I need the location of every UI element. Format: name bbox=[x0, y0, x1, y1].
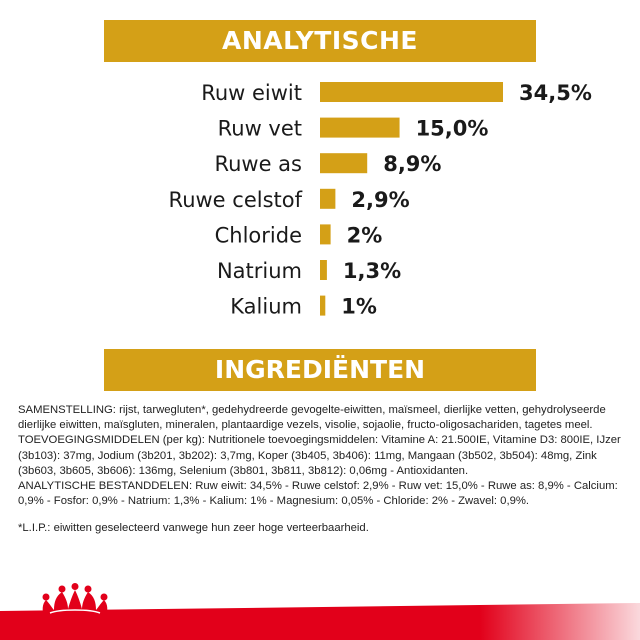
value-label-ruwe-as: 8,9% bbox=[383, 152, 441, 176]
value-label-ruw-vet: 15,0% bbox=[416, 117, 489, 141]
value-label-natrium: 1,3% bbox=[343, 259, 401, 283]
footer-red-bar bbox=[0, 603, 640, 640]
category-label-kalium: Kalium bbox=[230, 295, 302, 319]
footnote-text: *L.I.P.: eiwitten geselecteerd vanwege h… bbox=[18, 522, 369, 535]
analytics-section-title: ANALYTISCHE BESTANDDELEN bbox=[104, 20, 536, 97]
category-label-ruwe-as: Ruwe as bbox=[214, 152, 302, 176]
value-label-ruwe-celstof: 2,9% bbox=[351, 188, 409, 212]
bar-natrium bbox=[320, 260, 327, 280]
nutrient-bar-chart: Ruw eiwit 34,5% Ruw vet 15,0% Ruwe as 8,9% Ruw… bbox=[169, 81, 592, 319]
additives-text: TOEVOEGINGSMIDDELEN (per kg): Nutritione… bbox=[18, 434, 621, 477]
category-label-natrium: Natrium bbox=[217, 259, 302, 283]
bar-ruwe-celstof bbox=[320, 188, 336, 209]
category-label-ruw-eiwit: Ruw eiwit bbox=[201, 81, 302, 105]
bar-chloride bbox=[320, 224, 331, 245]
crown-logo-icon bbox=[42, 583, 108, 618]
composition-text: SAMENSTELLING: rijst, tarwegluten*, gede… bbox=[18, 404, 606, 432]
ingredients-section-title: INGREDIËNTEN bbox=[104, 349, 536, 391]
value-label-kalium: 1% bbox=[341, 295, 377, 319]
category-label-ruw-vet: Ruw vet bbox=[218, 117, 302, 141]
category-label-ruwe-celstof: Ruwe celstof bbox=[169, 188, 303, 212]
bar-ruwe-as bbox=[320, 153, 368, 174]
ingredients-text-block: SAMENSTELLING: rijst, tarwegluten*, gede… bbox=[18, 403, 628, 537]
bar-ruw-vet bbox=[320, 117, 400, 138]
value-label-chloride: 2% bbox=[347, 223, 383, 247]
bar-ruw-eiwit bbox=[320, 82, 503, 102]
value-label-ruw-eiwit: 34,5% bbox=[519, 81, 592, 105]
bar-kalium bbox=[320, 295, 326, 316]
analytical-text: ANALYTISCHE BESTANDDELEN: Ruw eiwit: 34,… bbox=[18, 480, 618, 508]
category-label-chloride: Chloride bbox=[215, 223, 302, 247]
